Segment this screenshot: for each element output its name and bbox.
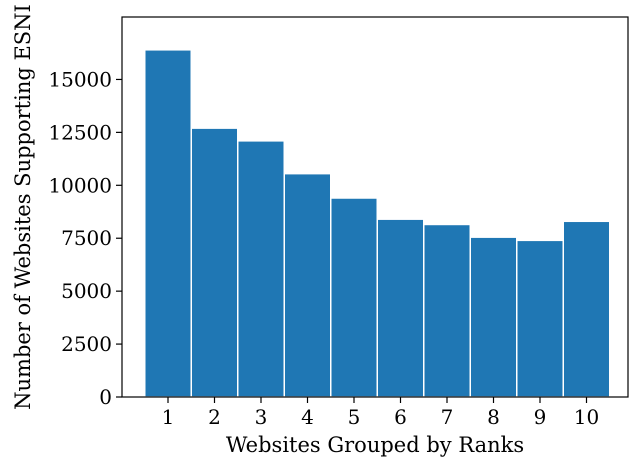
bars-group — [144, 49, 611, 398]
bar-2 — [190, 127, 239, 398]
x-tick-label: 3 — [255, 405, 268, 429]
y-tick-label: 7500 — [61, 226, 112, 250]
bar-3 — [237, 140, 285, 398]
bar-7 — [423, 223, 471, 398]
bar-4 — [283, 172, 332, 398]
bar-10 — [562, 220, 611, 398]
bar-1 — [144, 49, 192, 398]
x-tick-label: 5 — [348, 405, 361, 429]
y-axis: 0 2500 5000 7500 10000 12500 15000 — [48, 67, 122, 409]
bar-9 — [516, 239, 564, 398]
plot-frame — [121, 16, 629, 398]
x-axis-label: Websites Grouped by Ranks — [226, 433, 524, 457]
bar-5 — [330, 197, 378, 398]
x-axis: 1 2 3 4 5 6 7 8 9 10 — [162, 397, 599, 429]
y-tick-label: 12500 — [48, 120, 112, 144]
x-tick-label: 7 — [441, 405, 454, 429]
bar-8 — [469, 236, 518, 398]
y-tick-label: 2500 — [61, 332, 112, 356]
y-tick-label: 0 — [99, 385, 112, 409]
x-tick-label: 2 — [208, 405, 221, 429]
x-tick-label: 9 — [534, 405, 547, 429]
x-tick-label: 6 — [394, 405, 407, 429]
x-tick-label: 8 — [487, 405, 500, 429]
x-tick-label: 10 — [574, 405, 599, 429]
y-tick-label: 5000 — [61, 279, 112, 303]
bar-6 — [376, 218, 425, 398]
x-tick-label: 4 — [301, 405, 314, 429]
y-tick-label: 15000 — [48, 67, 112, 91]
y-tick-label: 10000 — [48, 173, 112, 197]
y-axis-label: Number of Websites Supporting ESNI — [11, 4, 35, 410]
x-tick-label: 1 — [162, 405, 175, 429]
